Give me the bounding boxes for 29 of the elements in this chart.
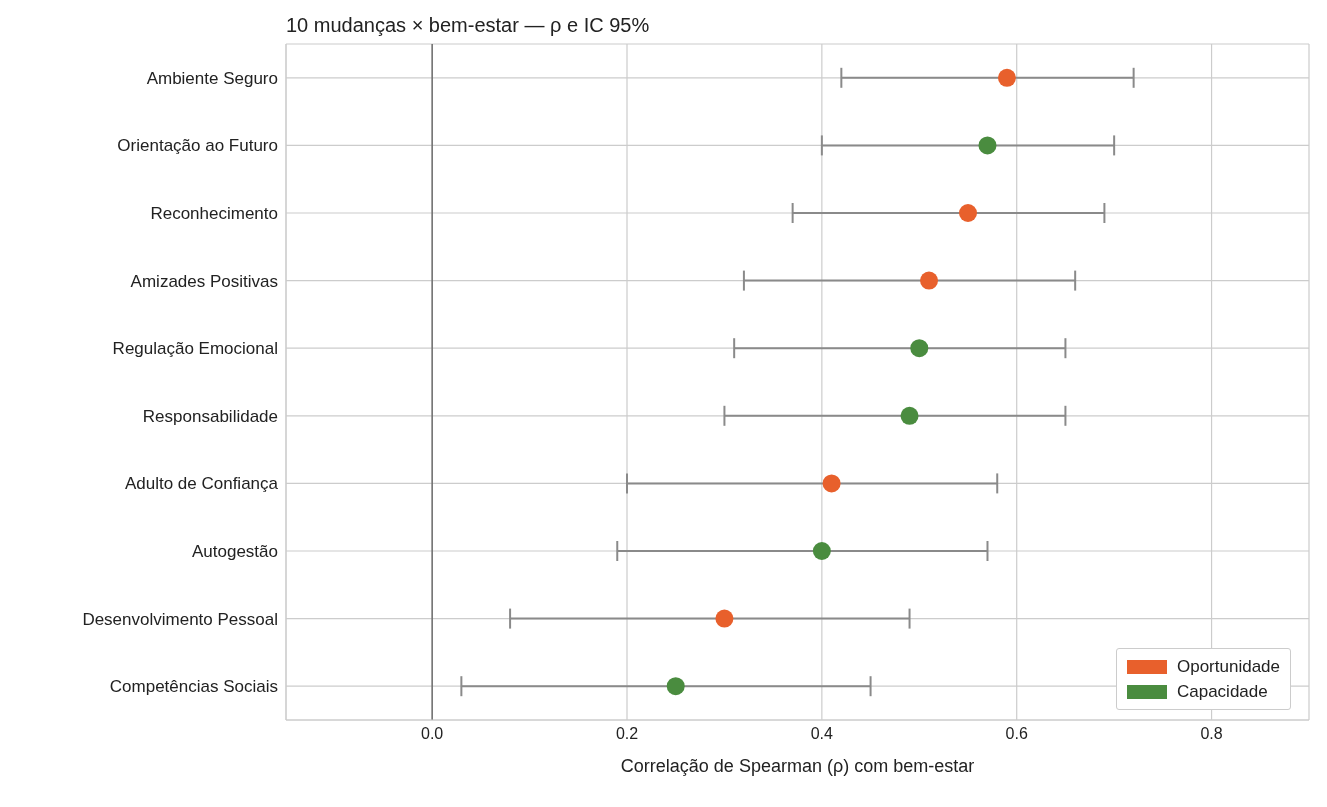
y-tick-label: Reconhecimento <box>150 204 278 224</box>
point <box>666 677 685 696</box>
y-tick-label: Desenvolvimento Pessoal <box>82 609 278 629</box>
y-tick-label: Amizades Positivas <box>130 271 278 291</box>
x-tick-label: 0.2 <box>615 725 639 743</box>
x-tick-label: 0.0 <box>421 725 444 743</box>
x-tick-label: 0.8 <box>1200 725 1223 743</box>
y-tick-label: Responsabilidade <box>142 406 278 426</box>
y-tick-label: Competências Sociais <box>109 677 278 697</box>
x-tick-label: 0.4 <box>810 725 834 743</box>
y-tick-label: Orientação ao Futuro <box>117 136 278 156</box>
point <box>822 474 841 493</box>
point <box>715 609 734 628</box>
legend-label: Capacidade <box>1176 681 1268 703</box>
y-tick-label: Ambiente Seguro <box>146 68 278 88</box>
point <box>812 542 831 560</box>
y-tick-label: Regulação Emocional <box>112 339 278 359</box>
point <box>978 136 997 155</box>
point <box>900 406 919 425</box>
point <box>920 271 939 290</box>
y-tick-label: Adulto de Confiança <box>124 474 279 494</box>
y-tick-label: Autogestão <box>191 542 278 562</box>
chart-title: 10 mudanças × bem-estar — ρ e IC 95% <box>286 14 650 37</box>
point <box>959 204 977 222</box>
x-axis-title: Correlação de Spearman (ρ) com bem-estar <box>620 756 975 776</box>
legend-label: Oportunidade <box>1176 656 1280 678</box>
x-tick-label: 0.6 <box>1005 725 1028 743</box>
point <box>910 339 929 358</box>
point <box>997 68 1016 87</box>
